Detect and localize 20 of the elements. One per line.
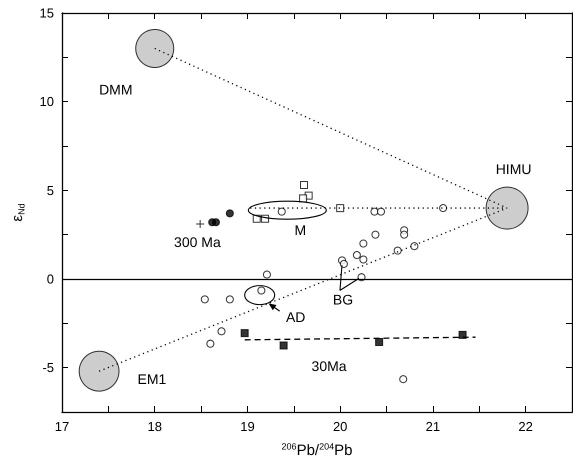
- annotation: BG: [332, 291, 354, 308]
- x-tick-label: 19: [240, 419, 255, 434]
- annotation: 300 Ma: [174, 234, 221, 250]
- y-tick-label: 10: [40, 94, 54, 110]
- annotation: HIMU: [496, 161, 532, 178]
- annotation: M: [294, 222, 306, 238]
- x-tick-label: 20: [332, 419, 348, 434]
- x-tick-label: 17: [54, 419, 70, 434]
- annotation: EM1: [138, 371, 167, 388]
- x-tick-label: 22: [518, 419, 533, 434]
- x-tick-label: 18: [147, 419, 162, 434]
- y-tick-label: 0: [46, 272, 54, 286]
- annotation: DMM: [99, 81, 132, 98]
- annotation: AD: [286, 309, 306, 326]
- y-tick-label: 15: [40, 6, 54, 20]
- y-tick-label: -5: [42, 360, 54, 376]
- y-axis-title: εNd: [9, 203, 26, 222]
- x-tick-label: 21: [426, 419, 440, 434]
- y-tick-label: 5: [46, 182, 54, 198]
- annotation: 30Ma: [312, 358, 347, 374]
